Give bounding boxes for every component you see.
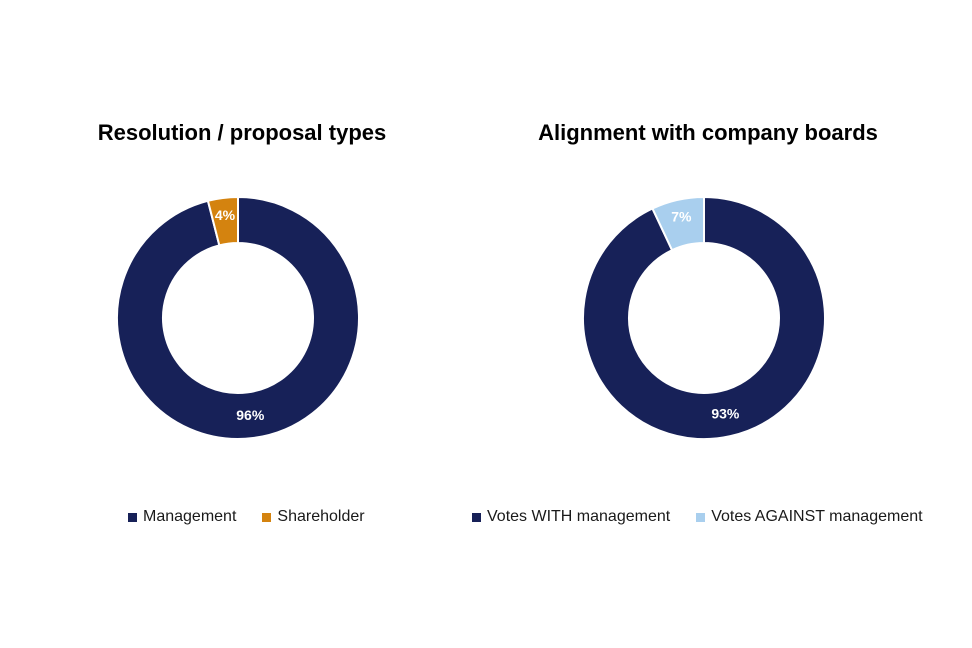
data-label-votes-with-management: 93% <box>711 406 740 422</box>
legend-label-votes-with: Votes WITH management <box>487 508 671 525</box>
data-label-shareholder: 4% <box>215 207 236 223</box>
legend-swatch-shareholder <box>262 512 272 522</box>
legend-label-votes-against: Votes AGAINST management <box>711 508 923 525</box>
data-label-management: 96% <box>236 407 265 423</box>
legend-item-management: Management <box>128 508 236 526</box>
donut-slice-shareholder <box>206 195 239 247</box>
legend-board-alignment: Votes WITH management Votes AGAINST mana… <box>472 508 923 526</box>
legend-item-votes-with: Votes WITH management <box>472 508 670 526</box>
donut-slice-management <box>116 195 360 440</box>
chart-title-board-alignment: Alignment with company boards <box>538 120 878 145</box>
legend-label-management: Management <box>143 508 237 525</box>
legend-label-shareholder: Shareholder <box>277 508 365 525</box>
legend-resolution-types: Management Shareholder <box>128 508 365 526</box>
legend-swatch-votes-against <box>696 512 706 522</box>
data-label-votes-against-management: 7% <box>671 209 692 225</box>
donut-slice-votes-against-management <box>651 195 705 252</box>
chart-title-resolution-types: Resolution / proposal types <box>97 120 387 145</box>
legend-swatch-votes-with <box>472 512 481 522</box>
legend-swatch-management <box>128 512 137 522</box>
donut-chart-board-alignment: 93% 7% <box>582 195 826 440</box>
donut-slice-votes-with-management <box>582 195 826 440</box>
legend-item-shareholder: Shareholder <box>262 508 365 526</box>
legend-item-votes-against: Votes AGAINST management <box>696 508 923 526</box>
donut-chart-resolution-types: 96% 4% <box>116 195 360 440</box>
